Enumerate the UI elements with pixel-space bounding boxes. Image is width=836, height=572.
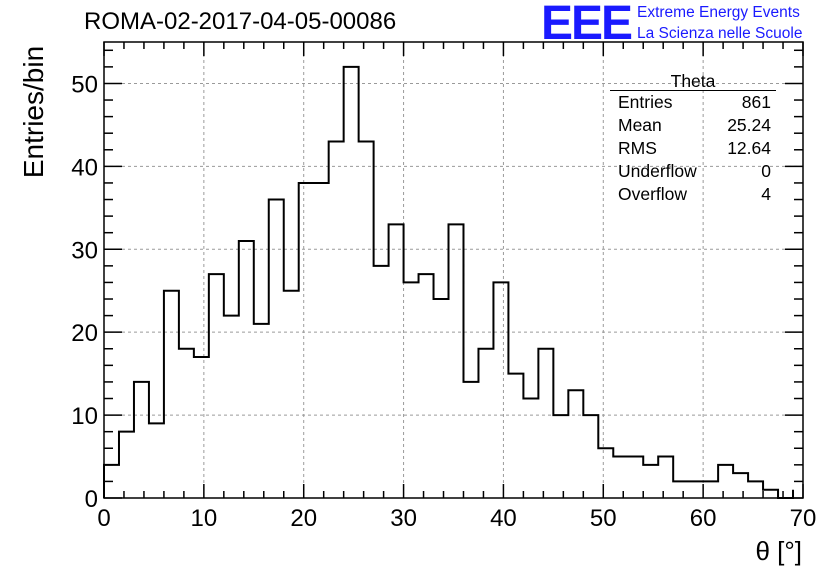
stats-row-underflow: Underflow 0 [610, 160, 776, 183]
stats-box: Theta Entries 861 Mean 25.24 RMS 12.64 Unde… [610, 72, 776, 206]
stats-label: RMS [618, 138, 657, 158]
y-tick-label: 30 [71, 237, 98, 264]
stats-label: Entries [618, 92, 673, 112]
stats-row-entries: Entries 861 [610, 91, 776, 114]
x-tick-label: 40 [490, 505, 517, 532]
x-tick-label: 70 [790, 505, 817, 532]
y-tick-label: 10 [71, 403, 98, 430]
axis-ticks [103, 42, 804, 499]
stats-value: 0 [761, 161, 771, 181]
eee-logo: EEE [541, 0, 633, 50]
y-tick-label: 20 [71, 320, 98, 347]
x-tick-label: 60 [690, 505, 717, 532]
logo-text-line2: La Scienza nelle Scuole [637, 25, 803, 42]
x-tick-label: 10 [191, 505, 218, 532]
x-tick-label: 20 [290, 505, 317, 532]
x-tick-label: 0 [97, 505, 110, 532]
stats-value: 12.64 [727, 138, 771, 158]
grid-lines [104, 42, 803, 498]
y-tick-label: 50 [71, 71, 98, 98]
y-tick-label: 0 [85, 486, 98, 513]
stats-value: 4 [761, 184, 771, 204]
stats-row-rms: RMS 12.64 [610, 137, 776, 160]
x-axis-label: θ [°] [755, 536, 802, 566]
stats-label: Mean [618, 115, 662, 135]
stats-row-mean: Mean 25.24 [610, 114, 776, 137]
y-tick-label: 40 [71, 154, 98, 181]
stats-value: 861 [741, 92, 771, 112]
histogram-series [103, 65, 795, 499]
stats-title: Theta [610, 72, 776, 91]
x-tick-label: 50 [590, 505, 617, 532]
stats-label: Overflow [618, 184, 688, 204]
x-tick-label: 30 [390, 505, 417, 532]
y-axis-label: Entries/bin [18, 45, 49, 179]
chart-title: ROMA-02-2017-04-05-00086 [84, 8, 397, 35]
logo-text-line1: Extreme Energy Events [637, 4, 800, 21]
stats-value: 25.24 [727, 115, 771, 135]
stats-row-overflow: Overflow 4 [610, 183, 776, 206]
stats-label: Underflow [618, 161, 697, 181]
plot-frame [103, 41, 804, 499]
